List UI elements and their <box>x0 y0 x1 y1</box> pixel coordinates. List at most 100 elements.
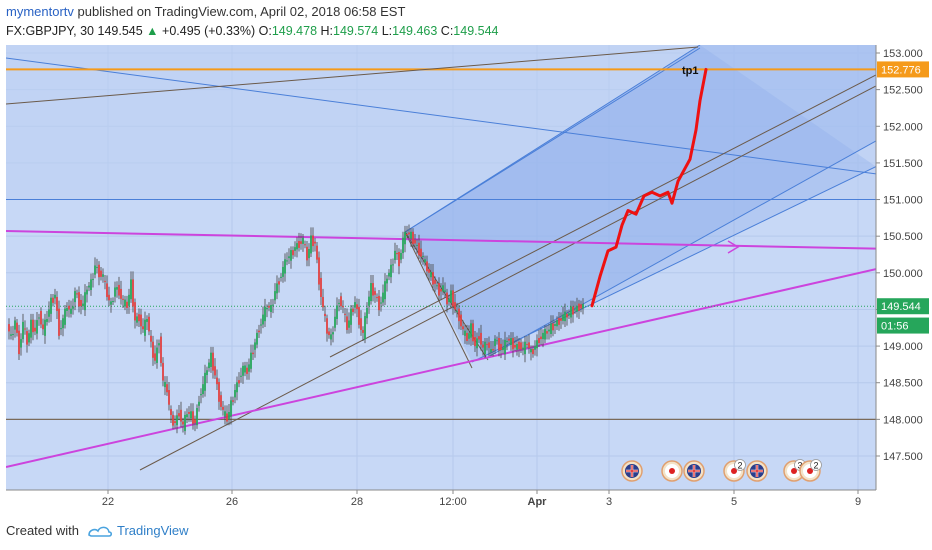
y-axis[interactable]: 153.000 152.500 152.000 151.500 151.000 150.5… <box>876 48 923 463</box>
high-value: 149.574 <box>333 24 379 38</box>
high-label: H: <box>320 24 334 38</box>
price-tag-bg <box>877 61 929 78</box>
candle-body <box>280 276 282 278</box>
jp-flag-icon <box>669 468 675 474</box>
candle-body <box>550 323 552 334</box>
price-tag-label: 01:56 <box>881 321 909 333</box>
x-axis[interactable]: 22 26 28 12:00 Apr 3 5 9 <box>102 490 861 508</box>
candle-body <box>194 419 196 424</box>
candle-body <box>326 318 328 334</box>
candle-body <box>18 330 20 355</box>
candle-body <box>424 259 426 263</box>
candle-body <box>554 324 556 326</box>
candle-body <box>132 279 134 307</box>
candle-body <box>40 310 42 325</box>
candle-body <box>374 291 376 295</box>
candle-body <box>578 303 580 311</box>
candle-body <box>556 320 558 327</box>
candle-body <box>22 321 24 340</box>
candle-body <box>412 231 414 245</box>
candle-body <box>216 377 218 385</box>
candle-body <box>386 278 388 284</box>
candle-body <box>210 352 212 367</box>
price-tags: 152.776 149.544 01:56 <box>877 61 929 334</box>
candle-body <box>252 352 254 355</box>
y-tick-label: 152.000 <box>883 121 923 133</box>
candle-body <box>290 250 292 261</box>
candle-body <box>232 400 234 402</box>
candle-body <box>190 411 192 419</box>
forecast <box>590 67 708 308</box>
candle-body <box>218 381 220 402</box>
candle-body <box>168 390 170 405</box>
candle-body <box>178 413 180 417</box>
candle-body <box>14 320 16 330</box>
candle-body <box>442 285 444 292</box>
candle-body <box>520 342 522 350</box>
candle-body <box>476 338 478 349</box>
arrow-head-icon <box>727 240 740 254</box>
chart-header-published: mymentortv published on TradingView.com,… <box>6 4 405 19</box>
candle-body <box>402 237 404 254</box>
y-tick-label: 150.000 <box>883 268 923 280</box>
candle-body <box>234 390 236 398</box>
jp-flag-icon <box>791 468 797 474</box>
candle-body <box>500 343 502 351</box>
candle-body <box>414 239 416 244</box>
candle-body <box>68 305 70 310</box>
candle-body <box>362 329 364 333</box>
candle-body <box>134 302 136 321</box>
candle-body <box>238 380 240 384</box>
candle-body <box>542 332 544 340</box>
candle-body <box>328 331 330 336</box>
candle-body <box>452 290 454 307</box>
candle-body <box>334 316 336 328</box>
candle-body <box>28 333 30 343</box>
candle-body <box>148 316 150 332</box>
candle-body <box>32 319 34 333</box>
candle-body <box>498 338 500 351</box>
candle-body <box>98 264 100 278</box>
candle-body <box>130 279 132 300</box>
candle-body <box>76 293 78 295</box>
event-count-badge <box>810 459 822 471</box>
candle-body <box>42 324 44 330</box>
chart-header-ohlc: FX:GBPJPY, 30 149.545 ▲ +0.495 (+0.33%) … <box>6 24 498 38</box>
candle-body <box>434 280 436 284</box>
candle-body <box>92 279 94 281</box>
candle-body <box>120 288 122 299</box>
candle-body <box>296 243 298 250</box>
price-change: +0.495 (+0.33%) <box>162 24 256 38</box>
candle-body <box>368 296 370 306</box>
candle-body <box>180 409 182 422</box>
candle-body <box>34 327 36 332</box>
candle-body <box>114 287 116 297</box>
author-name[interactable]: mymentortv <box>6 4 74 19</box>
candle-body <box>488 342 490 348</box>
candle-body <box>420 248 422 257</box>
candle-body <box>428 269 430 273</box>
candle-body <box>570 306 572 318</box>
candle-body <box>136 316 138 323</box>
x-tick-label: 26 <box>226 496 238 508</box>
candle-body <box>66 307 68 311</box>
candle-body <box>322 296 324 308</box>
candle-body <box>318 257 320 285</box>
candle-body <box>284 259 286 274</box>
candle-body <box>46 318 48 322</box>
candle-body <box>12 333 14 335</box>
candle-body <box>208 362 210 369</box>
candle-body <box>384 281 386 300</box>
candle-body <box>366 307 368 319</box>
candle-body <box>430 272 432 278</box>
tradingview-brand[interactable]: TradingView <box>116 522 189 538</box>
x-tick-label: 12:00 <box>439 496 467 508</box>
candle-body <box>478 336 480 340</box>
channel-upper-line <box>404 47 701 233</box>
candle-body <box>254 342 256 350</box>
rising-trendline <box>139 85 876 471</box>
candle-body <box>544 328 546 340</box>
candle-body <box>30 319 32 338</box>
candle-body <box>276 283 278 294</box>
